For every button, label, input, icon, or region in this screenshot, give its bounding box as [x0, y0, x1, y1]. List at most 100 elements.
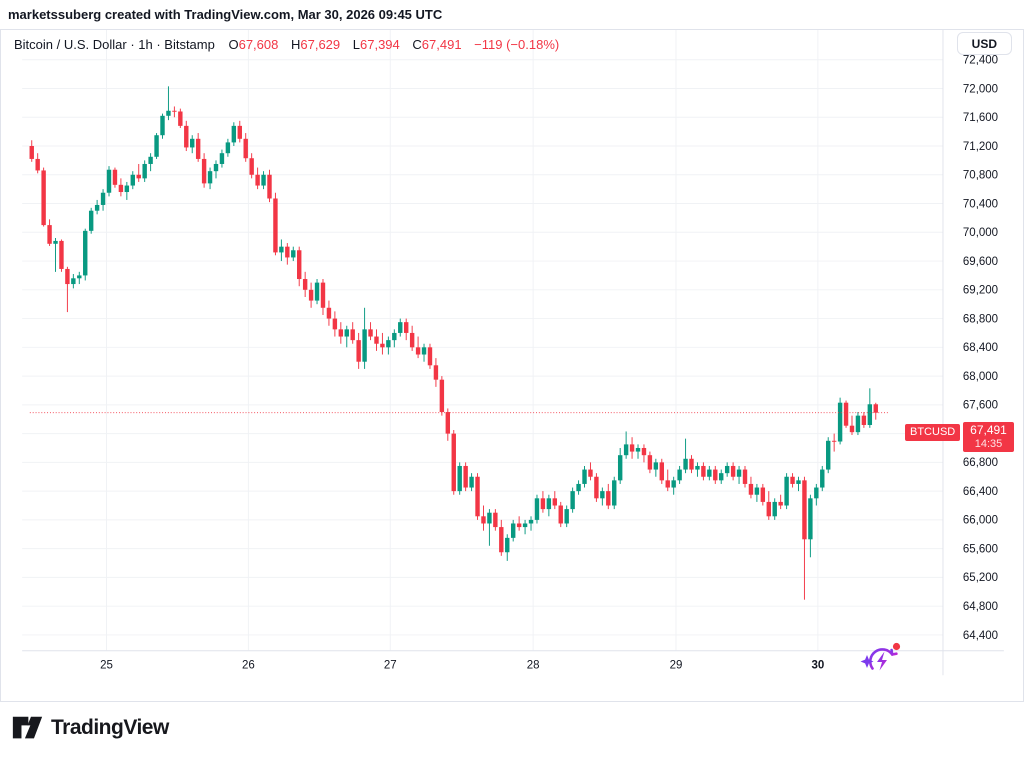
candle [505, 534, 510, 561]
candle [493, 509, 498, 531]
candle [635, 444, 641, 459]
price-tick-label: 68,400 [963, 342, 998, 354]
candle [94, 199, 100, 215]
flash-refresh-icon[interactable] [859, 636, 905, 682]
time-tick-label: 25 [100, 659, 113, 671]
candle [398, 318, 403, 337]
candle [433, 358, 439, 387]
candle [510, 519, 516, 542]
currency-button[interactable]: USD [956, 32, 1012, 55]
candle [772, 498, 777, 520]
candle [243, 133, 248, 162]
candle [160, 113, 165, 139]
symbol-title[interactable]: Bitcoin / U.S. Dollar · 1h · Bitstamp [14, 37, 215, 52]
price-tick-label: 70,400 [963, 198, 998, 210]
candle [421, 343, 427, 362]
candle [796, 476, 801, 492]
candle [190, 135, 195, 154]
circular-arrow [868, 648, 894, 670]
candle [724, 462, 730, 477]
price-tick-label: 72,000 [963, 83, 998, 95]
candle [695, 462, 700, 477]
candle [356, 332, 361, 369]
arrow-head [890, 648, 898, 656]
candle [499, 519, 504, 556]
candle [600, 487, 605, 506]
tradingview-logo[interactable]: TradingView [12, 715, 169, 741]
time-tick-label: 26 [242, 659, 255, 671]
candle [172, 106, 177, 118]
candle [231, 122, 237, 147]
candle [802, 476, 807, 600]
candle [784, 473, 789, 510]
candle [374, 329, 379, 351]
time-tick-label: 28 [527, 659, 540, 671]
candle [594, 473, 599, 502]
candle [302, 271, 308, 297]
symbol-legend: Bitcoin / U.S. Dollar · 1h · Bitstamp O6… [14, 37, 559, 52]
candle [136, 163, 141, 182]
candle [118, 178, 124, 197]
price-tick-label: 67,600 [963, 400, 998, 412]
candle [142, 160, 147, 182]
candle [790, 473, 795, 488]
candle [326, 300, 332, 326]
candle [213, 160, 219, 179]
time-tick-label: 30 [811, 659, 824, 671]
chart-canvas[interactable]: 72,400 72,000 71,600 71,200 70,800 70,400 70,0… [1, 30, 1024, 703]
candle [403, 318, 409, 341]
time-tick-label: 27 [384, 659, 397, 671]
candle [540, 491, 546, 513]
candle [124, 181, 130, 200]
candle [576, 480, 581, 495]
candle [528, 516, 534, 531]
candle [77, 271, 82, 285]
legend-close: C67,491 [412, 37, 462, 52]
candle [100, 189, 106, 211]
candle [831, 433, 837, 452]
price-tick-label: 72,400 [963, 55, 998, 67]
current-price-badge: 67,491 14:35 [963, 422, 1014, 452]
candle [564, 505, 569, 528]
price-tick-label: 71,600 [963, 112, 998, 124]
candle [350, 322, 355, 344]
candle [285, 243, 290, 265]
candle [766, 491, 771, 520]
candle [445, 408, 451, 441]
candle [439, 376, 445, 416]
candle [707, 465, 712, 481]
candle [219, 149, 225, 168]
candle [742, 465, 748, 488]
candle [730, 462, 736, 481]
candle [647, 451, 653, 474]
candle [386, 336, 391, 355]
candle [88, 207, 94, 234]
price-tick-label: 70,000 [963, 227, 998, 239]
candle [308, 282, 314, 308]
candle [683, 438, 688, 474]
candle [754, 483, 760, 502]
legend-open: O67,608 [228, 37, 279, 52]
candle [362, 307, 367, 369]
price-tick-label: 65,200 [963, 572, 998, 584]
candle [255, 167, 260, 190]
candle [546, 494, 552, 517]
candle [855, 412, 861, 436]
candle [463, 462, 468, 492]
candle [154, 133, 159, 159]
candle [612, 476, 617, 510]
price-tick-label: 68,000 [963, 371, 998, 383]
legend-low: L67,394 [352, 37, 400, 52]
price-tick-label: 64,400 [963, 630, 998, 642]
candle [71, 273, 76, 289]
candle [671, 476, 676, 495]
candle [237, 120, 242, 143]
candle [427, 343, 433, 369]
candle [487, 509, 492, 546]
candle [338, 322, 344, 344]
price-tick-label: 66,000 [963, 515, 998, 527]
time-tick-label: 29 [670, 659, 683, 671]
candle [320, 279, 326, 315]
candle [195, 133, 201, 162]
